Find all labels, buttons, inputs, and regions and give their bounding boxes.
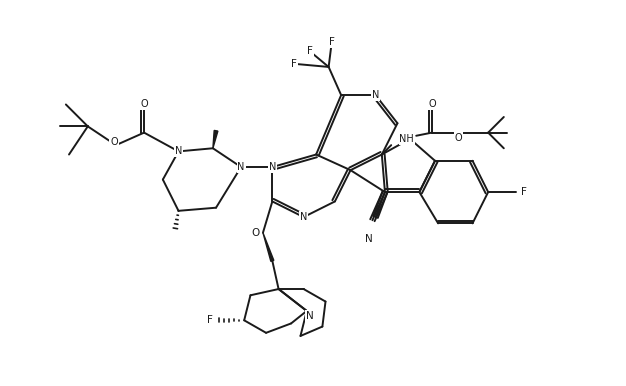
Text: N: N: [269, 162, 276, 172]
Text: F: F: [329, 37, 335, 47]
Text: N: N: [306, 311, 314, 321]
Text: O: O: [140, 100, 148, 110]
Text: N: N: [366, 234, 373, 244]
Text: NH: NH: [399, 134, 414, 144]
Text: S: S: [407, 134, 413, 144]
Text: F: F: [521, 187, 526, 197]
Text: F: F: [291, 59, 297, 69]
Text: O: O: [428, 100, 436, 110]
Text: O: O: [251, 228, 260, 238]
Text: F: F: [207, 315, 213, 325]
Polygon shape: [263, 233, 274, 261]
Text: O: O: [454, 133, 462, 143]
Text: F: F: [307, 46, 313, 56]
Polygon shape: [213, 130, 218, 148]
Text: N: N: [237, 162, 245, 172]
Text: N: N: [300, 212, 307, 222]
Text: O: O: [110, 137, 118, 147]
Text: N: N: [175, 146, 182, 156]
Text: N: N: [372, 90, 379, 100]
